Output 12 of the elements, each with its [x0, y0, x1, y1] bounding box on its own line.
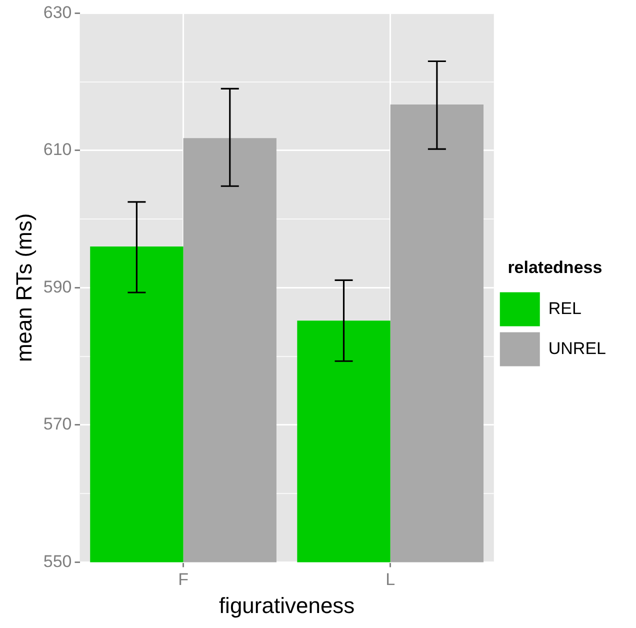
legend-label: UNREL	[548, 338, 606, 358]
y-tick-label: 550	[43, 552, 72, 571]
legend-title: relatedness	[508, 258, 602, 277]
y-axis-title: mean RTs (ms)	[11, 213, 36, 362]
y-tick-label: 610	[43, 140, 72, 160]
x-tick-label: L	[386, 570, 396, 590]
x-axis-title: figurativeness	[218, 592, 355, 618]
y-tick-label: 630	[43, 2, 72, 22]
x-tick-label: F	[178, 570, 188, 590]
y-tick-label: 590	[43, 277, 72, 296]
legend-label: REL	[548, 298, 582, 318]
y-tick-label: 570	[43, 414, 72, 434]
